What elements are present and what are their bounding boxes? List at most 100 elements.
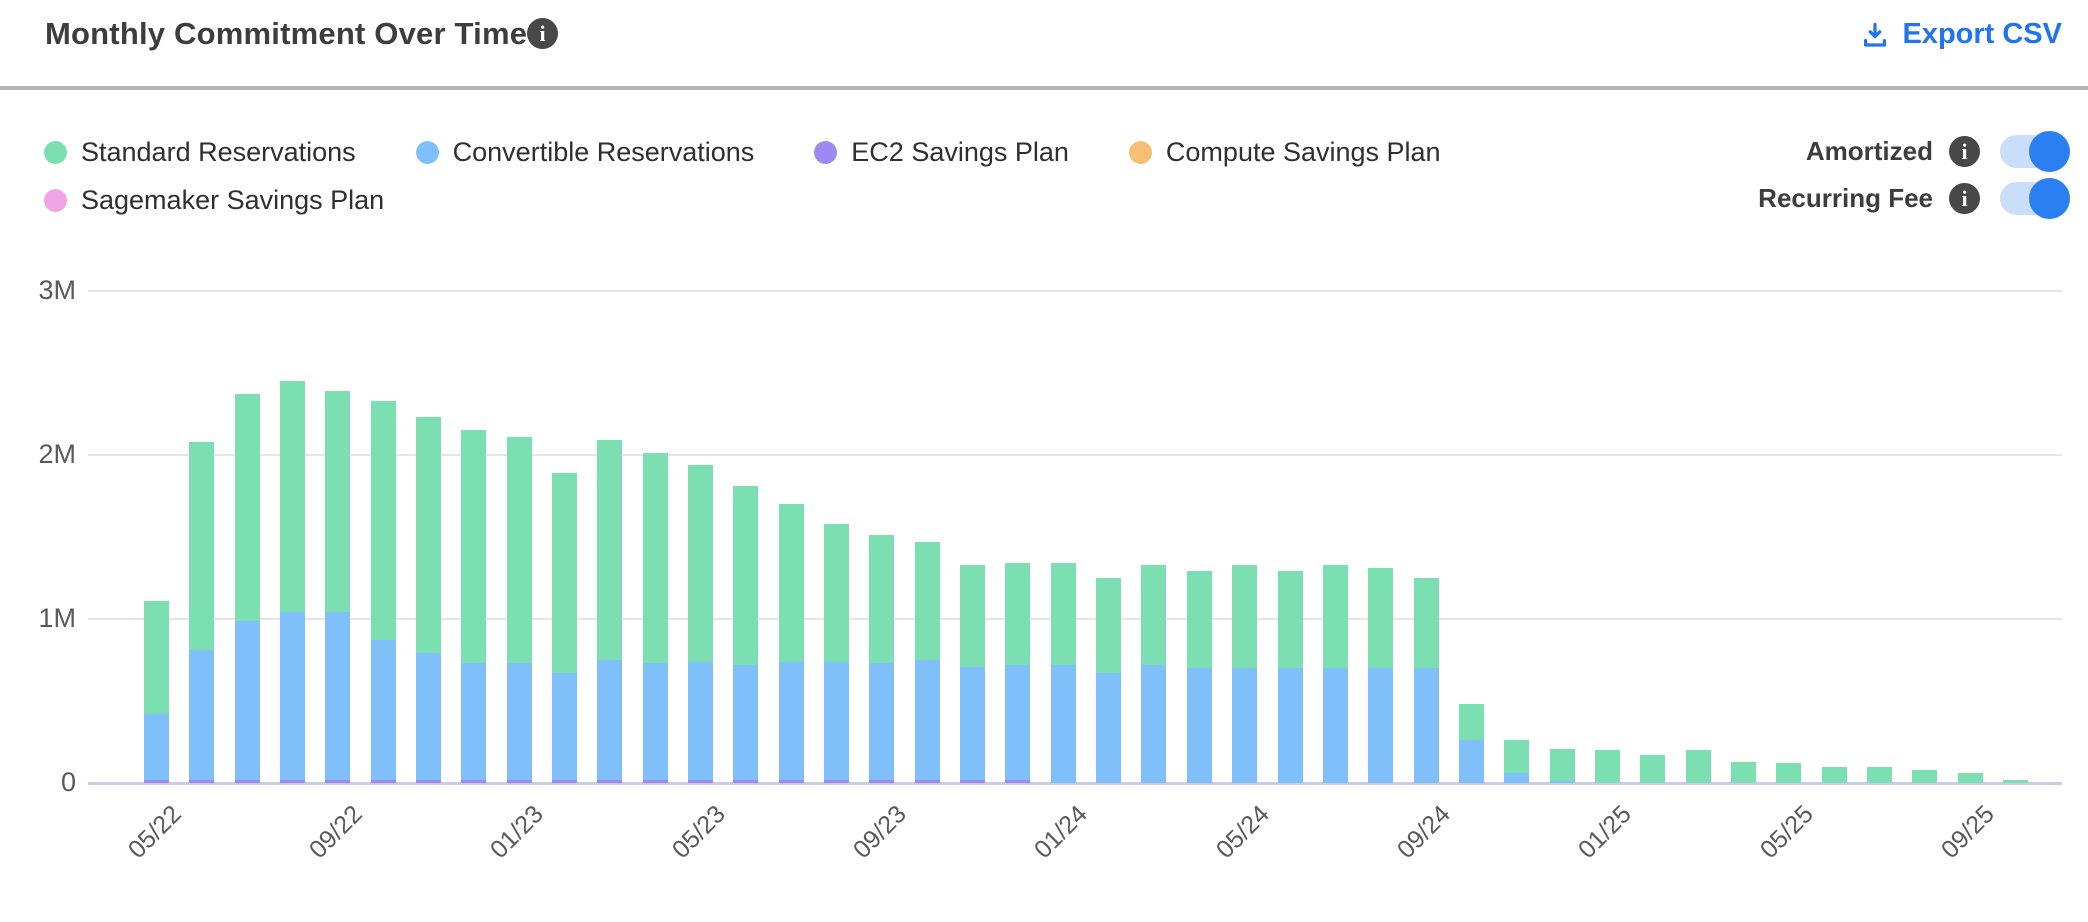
bar-segment-standard-reservations-05/22[interactable] [144, 600, 169, 715]
bar-segment-convertible-reservations-10/22[interactable] [370, 640, 396, 780]
bar-segment-convertible-reservations-08/22[interactable] [280, 612, 306, 780]
bar-segment-ec2-savings-plan-04/23[interactable] [642, 779, 668, 783]
bar-segment-convertible-reservations-03/23[interactable] [597, 660, 623, 780]
legend-item-standard-reservations[interactable]: Standard Reservations [44, 137, 356, 168]
bar-segment-convertible-reservations-12/24[interactable] [1549, 781, 1575, 783]
bar-segment-convertible-reservations-12/23[interactable] [1005, 664, 1031, 780]
bar-segment-ec2-savings-plan-08/23[interactable] [824, 779, 850, 783]
bar-segment-convertible-reservations-02/24[interactable] [1096, 673, 1122, 783]
bar-segment-standard-reservations-09/25[interactable] [1957, 773, 1983, 783]
bar-segment-standard-reservations-03/24[interactable] [1141, 564, 1167, 665]
bar-segment-convertible-reservations-02/23[interactable] [552, 673, 578, 780]
bar-segment-convertible-reservations-07/24[interactable] [1322, 668, 1348, 783]
bar-segment-standard-reservations-04/24[interactable] [1186, 571, 1212, 669]
export-csv-button[interactable]: Export CSV [1860, 18, 2062, 51]
bar-segment-convertible-reservations-11/24[interactable] [1504, 773, 1530, 783]
bar-segment-convertible-reservations-12/22[interactable] [461, 663, 487, 780]
bar-segment-convertible-reservations-04/24[interactable] [1186, 668, 1212, 783]
bar-segment-convertible-reservations-11/23[interactable] [960, 666, 986, 780]
bar-segment-standard-reservations-01/25[interactable] [1594, 750, 1620, 783]
bar-segment-standard-reservations-02/24[interactable] [1096, 578, 1122, 674]
bar-segment-convertible-reservations-04/23[interactable] [642, 663, 668, 780]
bar-segment-ec2-savings-plan-07/22[interactable] [234, 779, 260, 783]
bar-segment-standard-reservations-06/25[interactable] [1821, 766, 1847, 783]
bar-segment-standard-reservations-09/24[interactable] [1413, 578, 1439, 669]
bar-segment-standard-reservations-10/23[interactable] [914, 541, 940, 660]
bar-segment-standard-reservations-02/25[interactable] [1640, 755, 1666, 783]
bar-segment-standard-reservations-07/23[interactable] [778, 504, 804, 662]
bar-segment-convertible-reservations-03/24[interactable] [1141, 664, 1167, 783]
bar-segment-standard-reservations-07/24[interactable] [1322, 564, 1348, 669]
bar-segment-standard-reservations-09/23[interactable] [869, 535, 895, 664]
bar-segment-standard-reservations-12/22[interactable] [461, 430, 487, 664]
legend-item-convertible-reservations[interactable]: Convertible Reservations [415, 137, 754, 168]
bar-segment-standard-reservations-06/22[interactable] [189, 441, 215, 651]
bar-segment-standard-reservations-11/22[interactable] [416, 417, 442, 654]
bar-segment-ec2-savings-plan-11/22[interactable] [416, 779, 442, 783]
bar-segment-convertible-reservations-08/23[interactable] [824, 661, 850, 780]
amortized-toggle[interactable] [2000, 131, 2070, 172]
bar-segment-standard-reservations-05/25[interactable] [1776, 763, 1802, 783]
bar-segment-standard-reservations-07/25[interactable] [1866, 766, 1892, 783]
bar-segment-standard-reservations-06/24[interactable] [1277, 571, 1303, 669]
bar-segment-standard-reservations-12/23[interactable] [1005, 563, 1031, 665]
bar-segment-standard-reservations-03/25[interactable] [1685, 750, 1711, 783]
bar-segment-convertible-reservations-01/24[interactable] [1050, 664, 1076, 783]
bar-segment-convertible-reservations-05/22[interactable] [144, 714, 169, 780]
bar-segment-standard-reservations-11/23[interactable] [960, 564, 986, 667]
bar-segment-standard-reservations-03/23[interactable] [597, 440, 623, 660]
bar-segment-standard-reservations-09/22[interactable] [325, 391, 351, 613]
bar-segment-ec2-savings-plan-11/23[interactable] [960, 779, 986, 783]
bar-segment-standard-reservations-08/24[interactable] [1368, 568, 1394, 669]
bar-segment-standard-reservations-04/23[interactable] [642, 453, 668, 664]
bar-segment-ec2-savings-plan-05/22[interactable] [144, 779, 169, 783]
bar-segment-ec2-savings-plan-09/22[interactable] [325, 779, 351, 783]
bar-segment-ec2-savings-plan-09/23[interactable] [869, 779, 895, 783]
legend-item-compute-savings-plan[interactable]: Compute Savings Plan [1128, 137, 1441, 168]
bar-segment-ec2-savings-plan-08/22[interactable] [280, 779, 306, 783]
bar-segment-standard-reservations-01/24[interactable] [1050, 563, 1076, 665]
bar-segment-ec2-savings-plan-12/23[interactable] [1005, 779, 1031, 783]
bar-segment-standard-reservations-10/25[interactable] [2002, 779, 2028, 783]
bar-segment-ec2-savings-plan-01/23[interactable] [506, 779, 532, 783]
bar-segment-ec2-savings-plan-03/23[interactable] [597, 779, 623, 783]
bar-segment-ec2-savings-plan-02/23[interactable] [552, 779, 578, 783]
bar-segment-standard-reservations-06/23[interactable] [733, 486, 759, 665]
title-info-icon[interactable]: i [527, 18, 558, 49]
bar-segment-convertible-reservations-01/23[interactable] [506, 663, 532, 780]
bar-segment-convertible-reservations-05/23[interactable] [688, 661, 714, 780]
bar-segment-ec2-savings-plan-12/22[interactable] [461, 779, 487, 783]
recurring-fee-toggle[interactable] [2000, 178, 2070, 219]
bar-segment-convertible-reservations-09/22[interactable] [325, 612, 351, 780]
bar-segment-standard-reservations-08/22[interactable] [280, 381, 306, 613]
bar-segment-convertible-reservations-09/24[interactable] [1413, 668, 1439, 783]
bar-segment-convertible-reservations-07/22[interactable] [234, 620, 260, 780]
bar-segment-standard-reservations-10/22[interactable] [370, 400, 396, 641]
bar-segment-convertible-reservations-10/24[interactable] [1458, 740, 1484, 783]
bar-segment-standard-reservations-12/24[interactable] [1549, 748, 1575, 782]
bar-segment-standard-reservations-07/22[interactable] [234, 394, 260, 621]
bar-segment-convertible-reservations-05/24[interactable] [1232, 668, 1258, 783]
bar-segment-convertible-reservations-06/22[interactable] [189, 650, 215, 780]
bar-segment-standard-reservations-04/25[interactable] [1730, 761, 1756, 783]
bar-segment-ec2-savings-plan-05/23[interactable] [688, 779, 714, 783]
bar-segment-standard-reservations-05/23[interactable] [688, 464, 714, 662]
bar-segment-standard-reservations-08/25[interactable] [1912, 769, 1938, 783]
bar-segment-ec2-savings-plan-07/23[interactable] [778, 779, 804, 783]
bar-segment-convertible-reservations-08/24[interactable] [1368, 668, 1394, 783]
bar-segment-convertible-reservations-11/22[interactable] [416, 653, 442, 780]
legend-item-ec2-savings-plan[interactable]: EC2 Savings Plan [814, 137, 1069, 168]
bar-segment-ec2-savings-plan-06/23[interactable] [733, 779, 759, 783]
bar-segment-standard-reservations-11/24[interactable] [1504, 740, 1530, 774]
bar-segment-convertible-reservations-09/23[interactable] [869, 663, 895, 780]
bar-segment-ec2-savings-plan-06/22[interactable] [189, 779, 215, 783]
bar-segment-convertible-reservations-07/23[interactable] [778, 661, 804, 780]
recurring-fee-info-icon[interactable]: i [1949, 183, 1980, 214]
amortized-info-icon[interactable]: i [1949, 136, 1980, 167]
bar-segment-convertible-reservations-06/23[interactable] [733, 664, 759, 780]
bar-segment-standard-reservations-05/24[interactable] [1232, 564, 1258, 669]
bar-segment-convertible-reservations-06/24[interactable] [1277, 668, 1303, 783]
bar-segment-standard-reservations-08/23[interactable] [824, 523, 850, 662]
bar-segment-convertible-reservations-10/23[interactable] [914, 660, 940, 780]
bar-segment-standard-reservations-10/24[interactable] [1458, 704, 1484, 741]
